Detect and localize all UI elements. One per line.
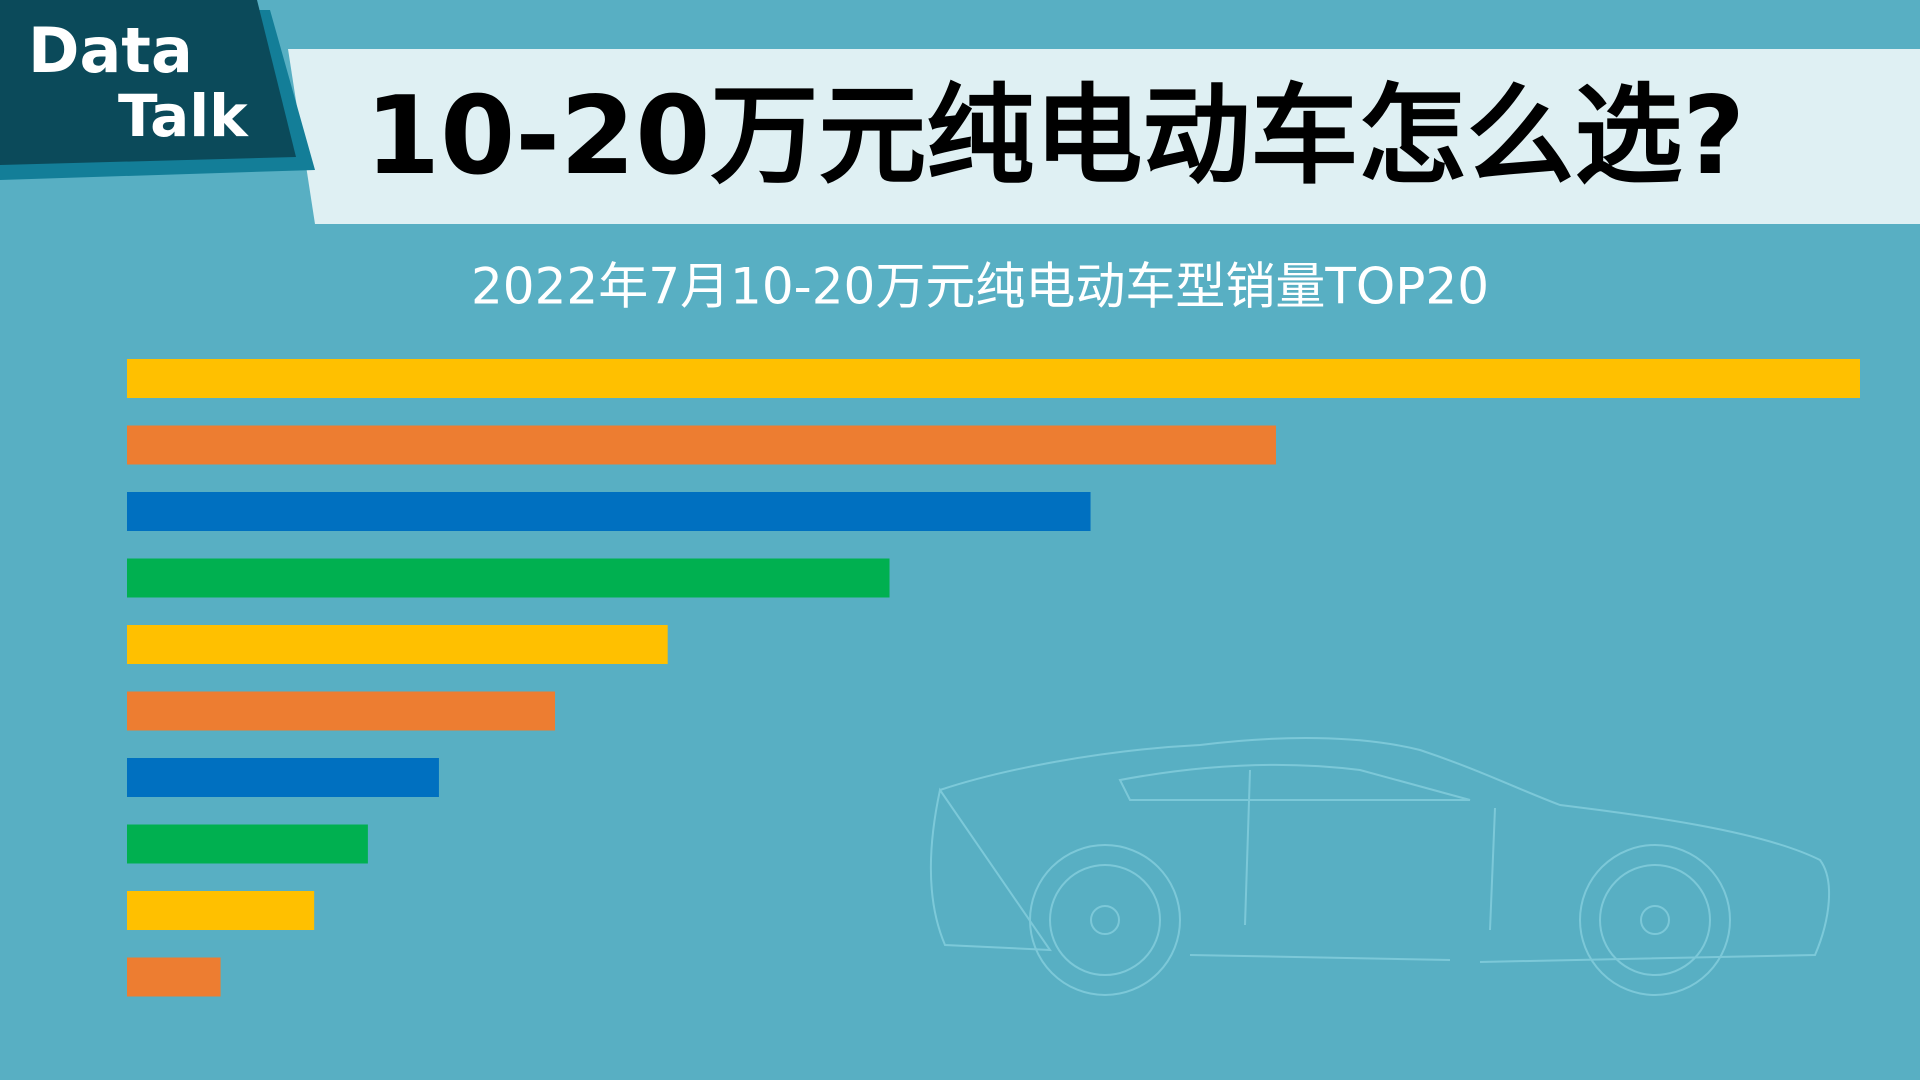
bar [127,425,1276,465]
logo-box [0,0,296,165]
bar [127,625,668,664]
bar [127,957,221,997]
bar [127,691,556,731]
chart-title: 10-20万元纯电动车怎么选? [365,74,1745,199]
bar [127,558,890,598]
title-banner [288,49,1920,224]
bar [127,891,315,930]
logo-text: Talk [118,82,249,150]
bar [127,359,1860,398]
bar [127,758,439,797]
car-sketch [929,737,1830,996]
chart-subtitle: 2022年7月10-20万元纯电动车型销量TOP20 [471,258,1489,316]
logo-text: Data [28,14,193,87]
bar [127,824,368,864]
bar [127,492,1091,531]
